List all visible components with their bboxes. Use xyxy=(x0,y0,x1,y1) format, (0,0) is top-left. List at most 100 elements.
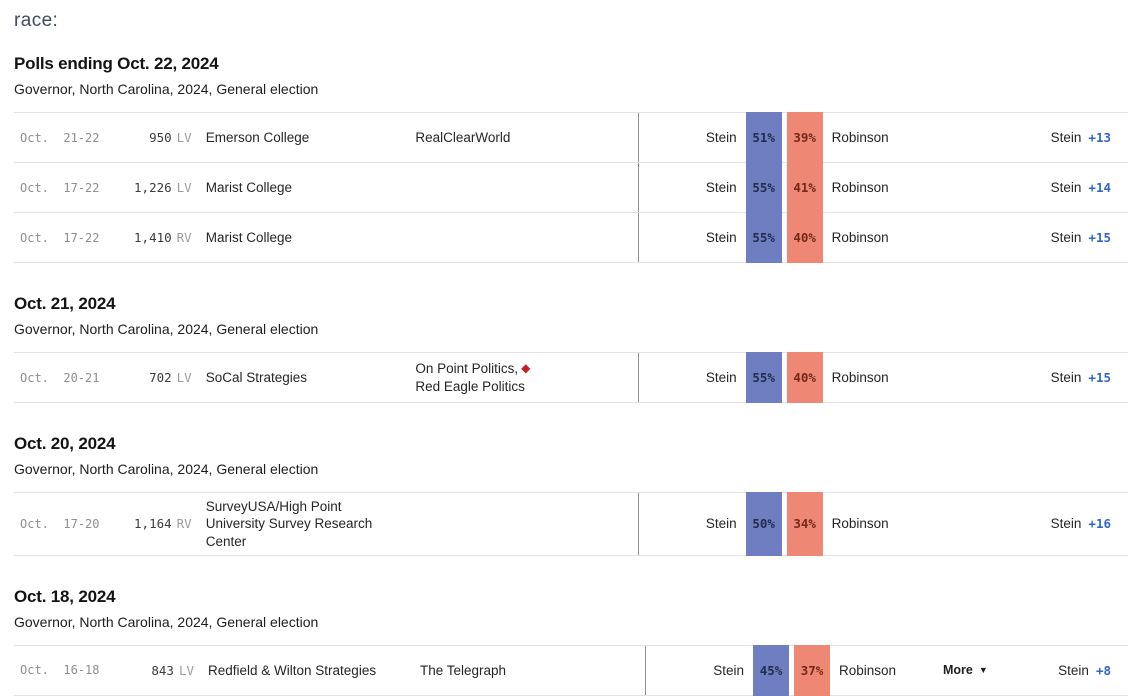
rep-candidate-label: Robinson xyxy=(831,370,889,385)
sample-size-number: 950 xyxy=(149,130,172,145)
dem-pct-cell: 55% xyxy=(745,352,782,403)
margin-leader-name: Stein xyxy=(1050,130,1082,145)
results-region: Stein 55% 40% Robinson Stein +15 xyxy=(637,352,1128,403)
results-region: Stein 55% 41% Robinson Stein +14 xyxy=(637,162,1128,213)
margin-leader-name: Stein xyxy=(1050,516,1082,532)
dem-candidate-label: Stein xyxy=(705,516,737,532)
pollster-name: Emerson College xyxy=(205,129,310,145)
rep-candidate-label: Robinson xyxy=(831,230,889,245)
results-region: Stein 50% 34% Robinson Stein +16 xyxy=(637,492,1128,556)
poll-dates: Oct. 17-22 xyxy=(20,180,100,195)
margin-leader-name: Stein xyxy=(1050,370,1082,385)
poll-dates: Oct. 21-22 xyxy=(20,130,100,145)
margin-cell: Stein +15 xyxy=(1051,353,1128,402)
margin-value: +16 xyxy=(1088,516,1111,532)
sample-size: 1,164 RV xyxy=(125,493,200,555)
margin-value: +14 xyxy=(1088,180,1111,195)
rep-candidate-label: Robinson xyxy=(839,662,897,678)
poll-sections: Polls ending Oct. 22, 2024 Governor, Nor… xyxy=(14,53,1128,696)
poll-row: Oct. 16-18 843 LV Redfield & Wilton Strat… xyxy=(14,644,1128,696)
margin-cell: Stein +13 xyxy=(1051,113,1128,162)
sponsor: ◆ xyxy=(395,163,637,212)
poll-row: Oct. 21-22 950 LV Emerson College RealCle… xyxy=(14,112,1128,163)
poll-dates: Oct. 20-21 xyxy=(20,370,100,385)
margin-leader-name: Stein xyxy=(1058,662,1089,678)
poll-row: Oct. 20-21 702 LV SoCal Strategies On Poi… xyxy=(14,352,1128,403)
caret-down-icon: ▼ xyxy=(978,664,988,675)
sample-size-number: 1,164 xyxy=(134,516,172,532)
poll-day-section: Polls ending Oct. 22, 2024 Governor, Nor… xyxy=(14,53,1128,263)
margin-cell: Stein +16 xyxy=(1051,493,1128,555)
rep-pct-cell: 34% xyxy=(786,492,823,556)
section-subtitle: Governor, North Carolina, 2024, General … xyxy=(14,613,319,630)
margin-cell: Stein +15 xyxy=(1051,213,1128,262)
poll-dates: Oct. 17-20 xyxy=(20,516,100,531)
section-title: Oct. 21, 2024 xyxy=(14,294,116,313)
polls-table: Oct. 20-21 702 LV SoCal Strategies On Poi… xyxy=(14,352,1128,403)
poll-row: Oct. 17-22 1,410 RV Marist College ◆ Stei… xyxy=(14,212,1128,263)
sponsor-text: On Point Politics, xyxy=(415,360,519,376)
dem-candidate-label: Stein xyxy=(705,130,737,145)
section-title: Oct. 20, 2024 xyxy=(14,434,116,453)
sample-population-type: LV xyxy=(176,130,192,145)
sample-size: 702 LV xyxy=(125,353,200,402)
dem-pct-cell: 51% xyxy=(745,112,782,163)
poll-day-section: Oct. 21, 2024 Governor, North Carolina, … xyxy=(14,293,1128,403)
section-title: Polls ending Oct. 22, 2024 xyxy=(14,54,219,73)
margin-value: +15 xyxy=(1088,370,1111,385)
rep-pct-cell: 40% xyxy=(786,352,823,403)
sponsor: The Telegraph◆ xyxy=(400,646,645,695)
pollster-name: Marist College xyxy=(205,229,292,245)
poll-day-section: Oct. 20, 2024 Governor, North Carolina, … xyxy=(14,433,1128,556)
sample-size-number: 843 xyxy=(151,662,174,678)
dem-candidate-label: Stein xyxy=(705,370,737,385)
sample-size-number: 702 xyxy=(149,370,172,385)
margin-leader-name: Stein xyxy=(1050,230,1082,245)
dem-candidate-label: Stein xyxy=(713,662,744,678)
rep-candidate-label: Robinson xyxy=(831,180,889,195)
sample-size-number: 1,226 xyxy=(134,180,172,195)
sample-population-type: RV xyxy=(176,230,192,245)
more-cell xyxy=(936,163,1051,212)
sponsor-text-2: Red Eagle Politics xyxy=(415,378,525,394)
dem-pct-cell: 50% xyxy=(745,492,782,556)
red-diamond-icon: ◆ xyxy=(521,360,531,375)
polls-table: Oct. 17-20 1,164 RV SurveyUSA/High Point … xyxy=(14,492,1128,556)
pollster-name: SoCal Strategies xyxy=(205,369,308,385)
results-region: Stein 45% 37% Robinson More ▼ Stein +8 xyxy=(645,644,1128,696)
sample-size: 950 LV xyxy=(125,113,200,162)
sample-population-type: LV xyxy=(178,662,194,678)
pollster-name: Marist College xyxy=(205,179,292,195)
sample-size: 1,410 RV xyxy=(125,213,200,262)
margin-value: +13 xyxy=(1088,130,1111,145)
sponsor: ◆ xyxy=(395,213,637,262)
results-region: Stein 55% 40% Robinson Stein +15 xyxy=(637,212,1128,263)
sponsor: RealClearWorld◆ xyxy=(395,113,637,162)
section-subtitle: Governor, North Carolina, 2024, General … xyxy=(14,461,319,477)
more-button-label: More xyxy=(943,663,973,678)
margin-cell: Stein +14 xyxy=(1051,163,1128,212)
rep-pct-cell: 37% xyxy=(794,644,830,696)
rep-pct-cell: 40% xyxy=(786,212,823,263)
sample-size-number: 1,410 xyxy=(134,230,172,245)
rep-pct-cell: 41% xyxy=(786,162,823,213)
section-title: Oct. 18, 2024 xyxy=(14,586,116,606)
more-cell xyxy=(936,493,1051,555)
dem-pct-cell: 45% xyxy=(753,644,789,696)
results-region: Stein 51% 39% Robinson Stein +13 xyxy=(637,112,1128,163)
sample-population-type: RV xyxy=(176,516,192,532)
section-subtitle: Governor, North Carolina, 2024, General … xyxy=(14,321,319,337)
polls-table: Oct. 16-18 843 LV Redfield & Wilton Strat… xyxy=(14,644,1128,696)
more-cell xyxy=(936,113,1051,162)
sample-size: 843 LV xyxy=(126,646,202,695)
rep-candidate-label: Robinson xyxy=(831,130,889,145)
more-button[interactable]: More ▼ xyxy=(943,663,988,677)
poll-row: Oct. 17-20 1,164 RV SurveyUSA/High Point … xyxy=(14,492,1128,556)
poll-dates: Oct. 17-22 xyxy=(20,230,100,245)
sponsor: ◆ xyxy=(395,493,637,555)
rep-pct-cell: 39% xyxy=(786,112,823,163)
poll-row: Oct. 17-22 1,226 LV Marist College ◆ Stei… xyxy=(14,162,1128,213)
dem-candidate-label: Stein xyxy=(705,230,737,245)
more-cell: More ▼ xyxy=(943,646,1058,695)
